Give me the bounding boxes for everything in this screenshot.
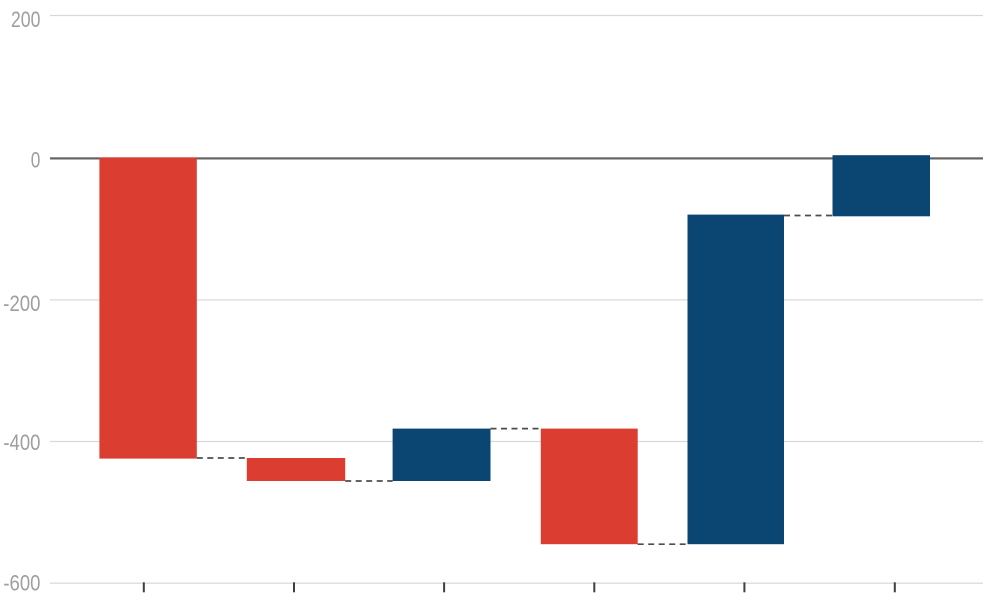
svg-text:200: 200 — [11, 7, 40, 32]
svg-text:-600: -600 — [3, 570, 40, 595]
svg-text:-400: -400 — [3, 430, 40, 455]
svg-text:-200: -200 — [3, 291, 40, 316]
svg-text:0: 0 — [31, 147, 41, 172]
